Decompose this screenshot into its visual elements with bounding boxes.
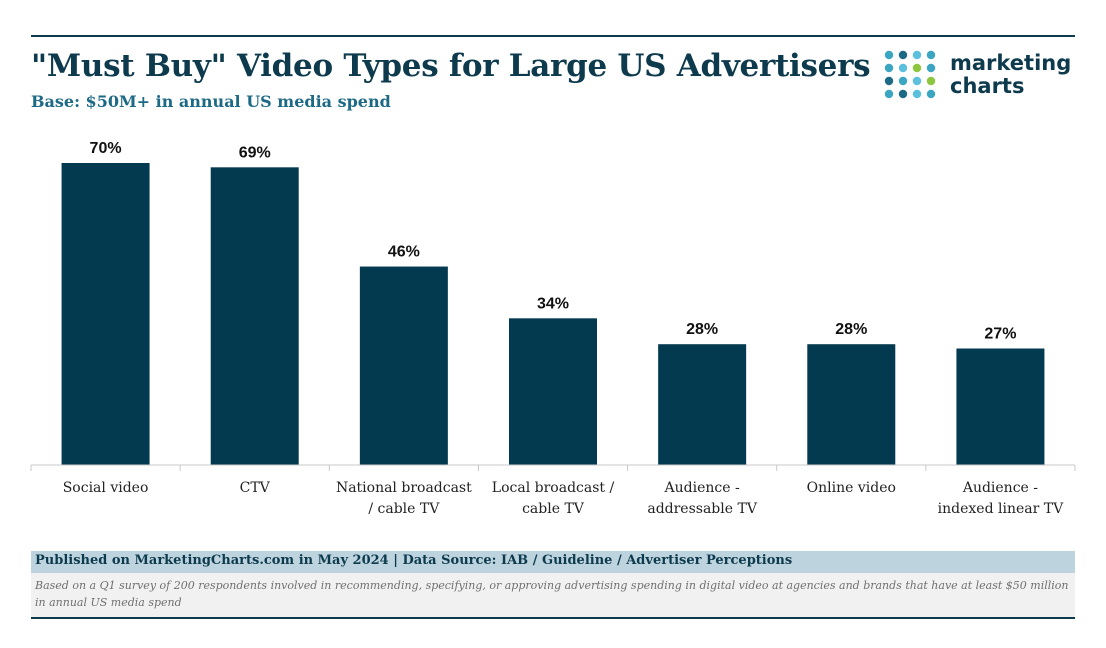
data-label: 46%	[388, 244, 420, 261]
chart-title: "Must Buy" Video Types for Large US Adve…	[31, 48, 871, 84]
bar-chart: 70% Social video 69% CTV 46% National broadca…	[30, 140, 1076, 517]
logo-line-1: marketing	[950, 51, 1072, 75]
logo-line-2: charts	[950, 74, 1025, 98]
logo-dot	[912, 50, 922, 60]
category-label: Local broadcast /	[492, 480, 615, 496]
bar	[807, 344, 896, 465]
logo-dot	[884, 63, 894, 73]
category-label: Audience -	[962, 480, 1038, 496]
bar	[509, 318, 597, 465]
category-label: / cable TV	[368, 501, 440, 517]
category-label: Audience -	[664, 480, 740, 496]
bar	[210, 167, 299, 466]
category-label: indexed linear TV	[938, 501, 1064, 517]
logo-dot	[898, 76, 908, 86]
top-rule	[31, 35, 1075, 37]
logo-dot	[912, 76, 922, 86]
bar	[61, 163, 150, 465]
data-label: 70%	[90, 140, 122, 157]
logo-wordmark: marketing charts	[950, 52, 1071, 98]
logo-dots-icon	[884, 50, 936, 99]
marketingcharts-logo: marketing charts	[884, 50, 1074, 102]
data-label: 69%	[239, 144, 271, 161]
logo-dot	[912, 63, 922, 73]
chart-subtitle: Base: $50M+ in annual US media spend	[31, 92, 391, 111]
logo-dot	[926, 89, 936, 99]
bar	[956, 348, 1045, 465]
data-label: 27%	[984, 326, 1016, 343]
published-source: Published on MarketingCharts.com in May …	[31, 551, 1075, 573]
bar	[658, 344, 747, 465]
logo-dot	[926, 50, 936, 60]
logo-dot	[884, 50, 894, 60]
logo-dot	[926, 76, 936, 86]
logo-dot	[926, 63, 936, 73]
logo-dot	[912, 89, 922, 99]
logo-dot	[884, 89, 894, 99]
data-label: 28%	[686, 321, 718, 338]
logo-dot	[898, 50, 908, 60]
category-label: Social video	[63, 480, 149, 496]
data-label: 34%	[537, 295, 569, 312]
category-label: National broadcast	[336, 480, 472, 496]
category-label: cable TV	[522, 501, 585, 517]
category-label: CTV	[240, 480, 271, 496]
methodology-note: Based on a Q1 survey of 200 respondents …	[31, 573, 1075, 617]
logo-dot	[898, 63, 908, 73]
category-label: Online video	[807, 480, 896, 496]
logo-dot	[884, 76, 894, 86]
bar	[359, 266, 448, 465]
logo-dot	[898, 89, 908, 99]
bottom-rule	[31, 617, 1075, 619]
category-label: addressable TV	[647, 501, 757, 517]
data-label: 28%	[835, 321, 867, 338]
